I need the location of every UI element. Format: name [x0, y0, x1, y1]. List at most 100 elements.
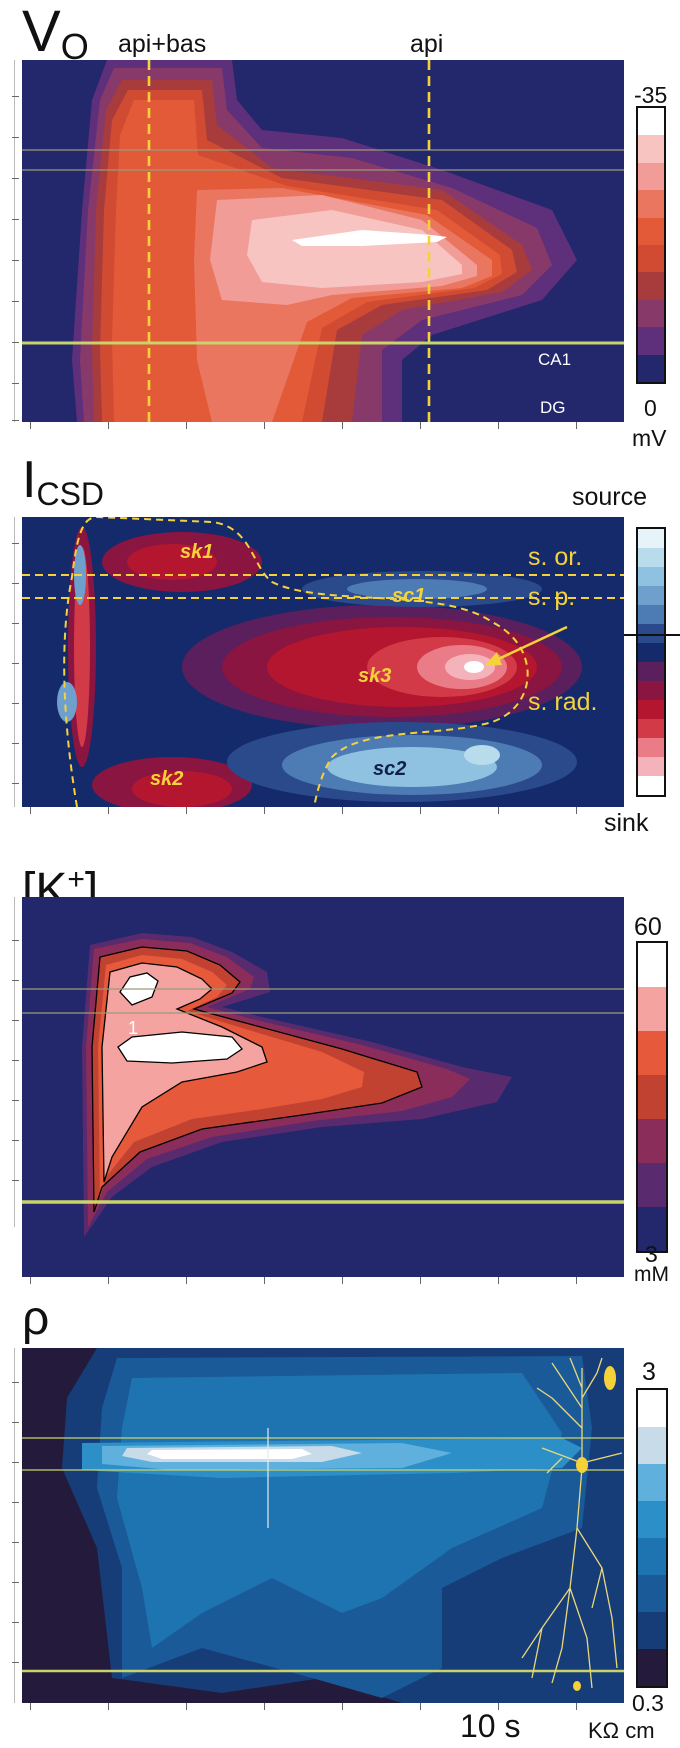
k-title-sup: + [67, 863, 85, 896]
icsd-layer-label-sor: s. or. [528, 543, 583, 571]
icsd-layer-label-sp: s. p. [528, 583, 576, 611]
k-heatmap [22, 897, 624, 1277]
k-colorbar-level-5 [638, 1163, 666, 1207]
vo-label-ca1: CA1 [538, 350, 572, 369]
k-contour-5 [102, 963, 267, 1182]
icsd-title-sub: CSD [36, 476, 105, 512]
rho-colorbar-level-4 [638, 1538, 666, 1575]
icsd-label-sk1: sk1 [180, 541, 214, 563]
k-colorbar-level-3 [638, 1075, 666, 1119]
icsd-colorbar-top: source [572, 483, 648, 511]
icsd-colorbar-level-9 [638, 700, 664, 719]
icsd-title-main: I [22, 451, 37, 509]
k-colorbar-max: 60 [634, 913, 662, 941]
panel-rho: ρ 10 s 3 0.3 [0, 1290, 680, 1748]
rho-title: ρ [22, 1292, 50, 1345]
k-colorbar-level-1 [638, 987, 666, 1031]
rho-colorbar-level-6 [638, 1612, 666, 1649]
icsd-title: ICSD [22, 450, 104, 524]
icsd-source-sc1-inner [347, 579, 487, 599]
k-y-axis [14, 897, 15, 1227]
vo-colorbar-level-2 [638, 162, 664, 191]
vo-colorbar-level-6 [638, 272, 664, 300]
icsd-colorbar-level-6 [638, 643, 664, 662]
vo-contour-8 [247, 210, 462, 288]
icsd-colorbar-level-3 [638, 586, 664, 605]
vo-colorbar-unit: mV [632, 425, 667, 451]
k-annotation-1: 1 [128, 1018, 139, 1038]
vo-annot-apibas: api+bas [118, 30, 207, 58]
icsd-arrow-line [491, 625, 568, 664]
panel-vo: VO api+bas api CA1 DG -35 0 m [0, 0, 680, 455]
icsd-colorbar-zero-mark [624, 634, 680, 636]
vo-annot-api: api [410, 30, 444, 58]
k-colorbar-level-4 [638, 1119, 666, 1163]
panel-icsd: ICSD source [0, 445, 680, 845]
icsd-sink-sk2-inner [132, 771, 232, 807]
rho-colorbar-min: 0.3 [632, 1690, 664, 1716]
icsd-colorbar-level-5 [638, 624, 664, 643]
icsd-source-left [57, 682, 77, 722]
icsd-label-sc1: sc1 [392, 585, 426, 607]
k-contour-lines [91, 946, 423, 1213]
vo-contour-9 [292, 230, 447, 246]
vo-colorbar-level-9 [638, 354, 664, 382]
k-colorbar-level-6 [638, 1207, 666, 1251]
icsd-sink-sk3-core [464, 661, 484, 673]
k-colorbar-level-0 [638, 943, 666, 987]
vo-y-axis [14, 60, 15, 422]
icsd-colorbar-level-1 [638, 548, 664, 567]
rho-colorbar-level-5 [638, 1575, 666, 1612]
vo-colorbar-level-0 [638, 108, 664, 136]
vo-colorbar-level-3 [638, 190, 664, 218]
icsd-label-sk3: sk3 [358, 665, 392, 687]
vo-colorbar [636, 106, 666, 384]
rho-colorbar-level-0 [638, 1390, 666, 1427]
rho-contour-7 [147, 1449, 312, 1459]
vo-colorbar-level-8 [638, 327, 664, 355]
icsd-boundary-curve [63, 517, 529, 807]
rho-colorbar-max: 3 [642, 1358, 656, 1386]
vo-colorbar-level-5 [638, 244, 664, 273]
icsd-colorbar-level-7 [638, 662, 664, 681]
vo-colorbar-level-7 [638, 299, 664, 328]
k-colorbar-unit: mM [634, 1263, 669, 1286]
panel-k: [K+]o 1 60 3 mM [0, 845, 680, 1290]
vo-colorbar-level-1 [638, 135, 664, 163]
icsd-source-sc2-4 [464, 745, 500, 765]
icsd-source-sc2-3 [327, 747, 497, 787]
rho-colorbar-level-2 [638, 1464, 666, 1501]
vo-title: VO [22, 2, 89, 77]
icsd-heatmap [22, 517, 624, 807]
icsd-colorbar [636, 527, 666, 797]
icsd-label-sk2: sk2 [150, 768, 184, 790]
vo-colorbar-min: 0 [644, 395, 657, 421]
k-colorbar [636, 941, 668, 1253]
icsd-colorbar-level-12 [638, 757, 664, 776]
rho-neuron-base [573, 1681, 581, 1691]
rho-colorbar-level-1 [638, 1427, 666, 1464]
icsd-y-axis [14, 517, 15, 807]
rho-colorbar [636, 1388, 668, 1688]
vo-title-main: V [22, 0, 61, 64]
icsd-colorbar-level-13 [638, 776, 664, 795]
icsd-layer-label-srad: s. rad. [528, 688, 598, 716]
icsd-arrow-head [484, 652, 502, 666]
icsd-colorbar-level-11 [638, 738, 664, 757]
icsd-colorbar-level-10 [638, 719, 664, 738]
icsd-colorbar-level-0 [638, 529, 664, 548]
rho-neuron-drawing [521, 1357, 623, 1689]
icsd-sink-sk1-inner [127, 544, 217, 580]
icsd-colorbar-level-4 [638, 605, 664, 624]
rho-colorbar-unit: KΩ cm [588, 1718, 655, 1743]
rho-y-axis [14, 1348, 15, 1703]
rho-colorbar-level-3 [638, 1501, 666, 1538]
icsd-colorbar-bottom: sink [604, 809, 649, 837]
icsd-colorbar-level-2 [638, 567, 664, 586]
rho-colorbar-level-7 [638, 1649, 666, 1686]
vo-label-dg: DG [540, 398, 566, 417]
icsd-label-sc2: sc2 [373, 758, 407, 780]
k-colorbar-level-2 [638, 1031, 666, 1075]
k-contour-7 [118, 1032, 242, 1063]
vo-colorbar-max: -35 [634, 82, 668, 108]
